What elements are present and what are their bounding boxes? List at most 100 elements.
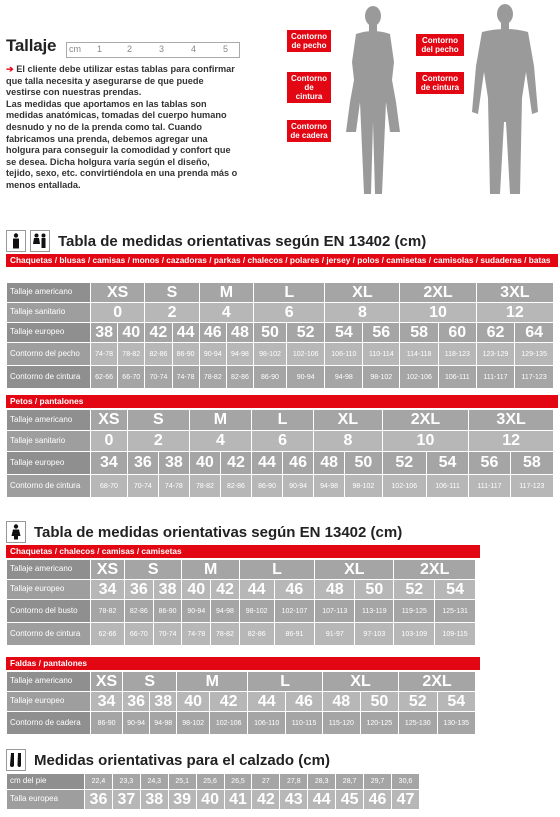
size-cell: 38 [91, 323, 118, 342]
shoe-cm-cell: 29,7 [364, 774, 391, 789]
section2-title: Tabla de medidas orientativas según EN 1… [34, 523, 403, 541]
measure-cell: 78-82 [91, 600, 125, 622]
size-cell: 46 [274, 580, 315, 599]
measure-cell: 82-86 [239, 623, 274, 645]
callout-man-waist: Contorno de cintura [416, 72, 464, 94]
size-cell: 44 [239, 580, 274, 599]
row-label: Tallaje americano [7, 283, 90, 302]
measure-cell: 106-111 [426, 475, 469, 497]
measure-cell: 102-106 [286, 343, 325, 365]
size-cell: 2 [127, 431, 189, 451]
size-cell: M [182, 560, 239, 579]
size-cell: 38 [158, 452, 189, 474]
size-cell: 40 [189, 452, 220, 474]
section3-title: Medidas orientativas para el calzado (cm… [34, 751, 330, 769]
measure-cell: 129-135 [515, 343, 553, 365]
size-cell: 6 [252, 431, 314, 451]
size-cell: 10 [400, 303, 476, 322]
size-cell: 48 [322, 692, 360, 711]
measure-cell: 70-74 [153, 623, 182, 645]
shoe-cm-cell: 30,6 [391, 774, 419, 789]
size-cell: 2XL [394, 560, 475, 579]
size-cell: 44 [248, 692, 286, 711]
measure-cell: 120-125 [360, 712, 399, 734]
row-label: Tallaje americano [7, 560, 90, 579]
size-cell: 36 [125, 580, 153, 599]
size-cell: 2XL [382, 410, 469, 430]
size-cell: 50 [360, 692, 399, 711]
measure-cell: 123-129 [476, 343, 515, 365]
row-label: Tallaje sanitario [7, 303, 90, 322]
shoe-cm-cell: 25,6 [196, 774, 224, 789]
shoe-size-cell: 39 [168, 790, 196, 809]
size-cell: 2XL [400, 283, 476, 302]
size-cell: 50 [254, 323, 286, 342]
measure-cell: 82-86 [125, 600, 153, 622]
size-cell: XL [314, 410, 382, 430]
size-cell: 56 [363, 323, 400, 342]
ruler-mark: 3 [159, 44, 165, 54]
size-cell: S [125, 560, 182, 579]
row-europeo: Tallaje europeo 34 36 38 40 42 44 46 48 50 52 54 56 5… [7, 452, 553, 474]
measure-cell: 82-86 [220, 475, 251, 497]
shoe-cm-cell: 28,7 [336, 774, 364, 789]
row-cintura: Contorno de cintura 68-70 70-74 74-78 78-82 8… [7, 475, 553, 497]
measure-cell: 107-113 [315, 600, 355, 622]
size-cell: 62 [476, 323, 515, 342]
measure-cell: 98-102 [363, 366, 400, 388]
row-sanitario: Tallaje sanitario 0 2 4 6 8 10 12 [7, 431, 553, 451]
table2a-header: Chaquetas / chalecos / camisas / camiset… [6, 545, 480, 558]
row-cadera: Contorno de cadera 86-90 90-94 94-98 98-102 1… [7, 712, 475, 734]
size-cell: 42 [220, 452, 251, 474]
callout-woman-hip: Contorno de cadera [287, 120, 331, 142]
size-cell: 40 [182, 580, 211, 599]
row-label: Contorno de cintura [7, 366, 90, 388]
size-cell: 12 [469, 431, 553, 451]
size-cell: S [127, 410, 189, 430]
measure-cell: 94-98 [314, 475, 345, 497]
measure-cell: 117-123 [515, 366, 553, 388]
ruler-mark: 5 [223, 44, 229, 54]
measure-cell: 106-111 [438, 366, 476, 388]
shoe-cm-cell: 28,3 [308, 774, 336, 789]
measure-cell: 90-94 [182, 600, 211, 622]
measure-cell: 94-98 [150, 712, 177, 734]
row-sanitario: Tallaje sanitario 0 2 4 6 8 10 12 [7, 303, 553, 322]
size-cell: 8 [314, 431, 382, 451]
shoe-size-cell: 36 [85, 790, 112, 809]
row-pecho: Contorno del pecho 74-78 78-82 82-86 86-90 90… [7, 343, 553, 365]
section3-heading: Medidas orientativas para el calzado (cm… [6, 749, 330, 771]
row-label: Contorno de cadera [7, 712, 90, 734]
measure-cell: 111-117 [469, 475, 510, 497]
measure-cell: 97-103 [355, 623, 394, 645]
measure-cell: 110-115 [286, 712, 322, 734]
measure-cell: 62-66 [91, 623, 125, 645]
section1-title: Tabla de medidas orientativas según EN 1… [58, 232, 427, 250]
table1a: Tallaje americano XS S M L XL 2XL 3XL Tallaje sa… [6, 282, 554, 389]
size-cell: 52 [394, 580, 435, 599]
size-cell: 40 [118, 323, 145, 342]
measure-cell: 74-78 [158, 475, 189, 497]
shoe-size-cell: 38 [140, 790, 168, 809]
size-cell: 38 [153, 580, 182, 599]
shoe-cm-cell: 23,3 [112, 774, 140, 789]
shoes-icon [6, 749, 26, 771]
size-cell: XS [91, 283, 145, 302]
intro-lead: El cliente debe utilizar estas tablas pa… [6, 64, 235, 98]
size-cell: XS [91, 560, 125, 579]
measure-cell: 98-102 [254, 343, 286, 365]
size-cell: 44 [252, 452, 283, 474]
size-cell: XS [91, 410, 127, 430]
measure-cell: 98-102 [177, 712, 209, 734]
shoe-size-cell: 45 [336, 790, 364, 809]
size-cell: 4 [189, 431, 251, 451]
size-cell: 34 [91, 692, 123, 711]
measure-cell: 125-131 [435, 600, 475, 622]
row-label: Talla europea [7, 790, 84, 809]
measure-cell: 86-90 [91, 712, 123, 734]
measure-cell: 98-102 [239, 600, 274, 622]
row-label: Tallaje americano [7, 672, 90, 691]
woman-man-icon [30, 230, 50, 252]
measure-cell: 110-114 [363, 343, 400, 365]
measure-cell: 86-91 [274, 623, 315, 645]
